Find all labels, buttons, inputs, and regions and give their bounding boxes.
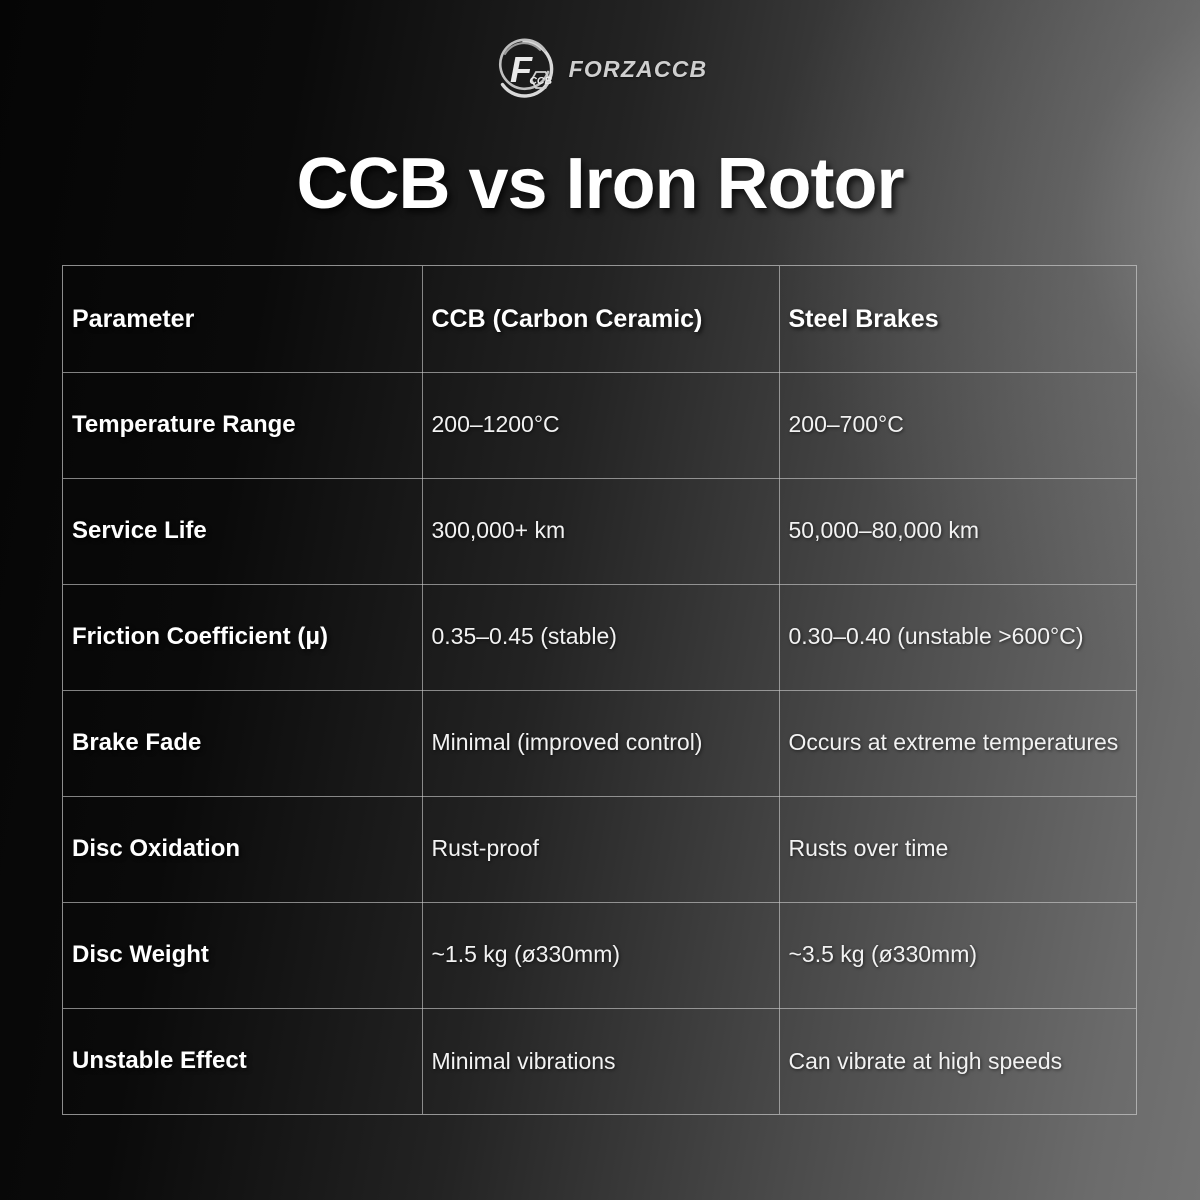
column-header-steel: Steel Brakes (779, 266, 1136, 373)
row-ccb-value: 0.35–0.45 (stable) (422, 584, 780, 691)
row-parameter: Disc Oxidation (63, 796, 423, 903)
row-ccb-value: Minimal vibrations (422, 1008, 780, 1114)
row-steel-value: 200–700°C (779, 372, 1136, 479)
brand-name: FORZACCB (568, 55, 708, 82)
page-title: CCB vs Iron Rotor (296, 144, 904, 224)
table-row: Friction Coefficient (μ) 0.35–0.45 (stab… (63, 584, 1136, 691)
row-steel-value: 0.30–0.40 (unstable >600°C) (779, 584, 1136, 691)
table-row: Temperature Range 200–1200°C 200–700°C (63, 372, 1136, 479)
table-row: Disc Weight ~1.5 kg (ø330mm) ~3.5 kg (ø3… (63, 902, 1136, 1009)
row-parameter: Service Life (63, 478, 423, 585)
row-parameter: Friction Coefficient (μ) (63, 584, 423, 691)
svg-text:CCB: CCB (529, 75, 552, 87)
comparison-table: Parameter CCB (Carbon Ceramic) Steel Bra… (63, 266, 1136, 1114)
forzaccb-logo-icon: F CCB (493, 38, 555, 100)
table-row: Disc Oxidation Rust-proof Rusts over tim… (63, 796, 1136, 903)
column-header-ccb: CCB (Carbon Ceramic) (422, 266, 780, 373)
table-row: Service Life 300,000+ km 50,000–80,000 k… (63, 478, 1136, 585)
row-steel-value: ~3.5 kg (ø330mm) (779, 902, 1136, 1009)
row-parameter: Disc Weight (63, 902, 423, 1009)
svg-text:F: F (510, 49, 533, 90)
comparison-table-container: Parameter CCB (Carbon Ceramic) Steel Bra… (62, 265, 1137, 1115)
row-ccb-value: ~1.5 kg (ø330mm) (422, 902, 780, 1009)
row-steel-value: 50,000–80,000 km (779, 478, 1136, 585)
row-steel-value: Rusts over time (779, 796, 1136, 903)
row-steel-value: Occurs at extreme temperatures (779, 690, 1136, 797)
table-row: Unstable Effect Minimal vibrations Can v… (63, 1008, 1136, 1114)
row-ccb-value: Rust-proof (422, 796, 780, 903)
row-parameter: Brake Fade (63, 690, 423, 797)
row-ccb-value: Minimal (improved control) (422, 690, 780, 797)
row-parameter: Temperature Range (63, 372, 423, 479)
brand-logo: F CCB FORZACCB (0, 38, 1200, 100)
row-parameter: Unstable Effect (63, 1008, 423, 1114)
column-header-parameter: Parameter (63, 266, 423, 373)
row-ccb-value: 300,000+ km (422, 478, 780, 585)
row-steel-value: Can vibrate at high speeds (788, 1047, 1063, 1074)
row-ccb-value: 200–1200°C (422, 372, 780, 479)
table-header-row: Parameter CCB (Carbon Ceramic) Steel Bra… (63, 266, 1136, 373)
table-row: Brake Fade Minimal (improved control) Oc… (63, 690, 1136, 797)
